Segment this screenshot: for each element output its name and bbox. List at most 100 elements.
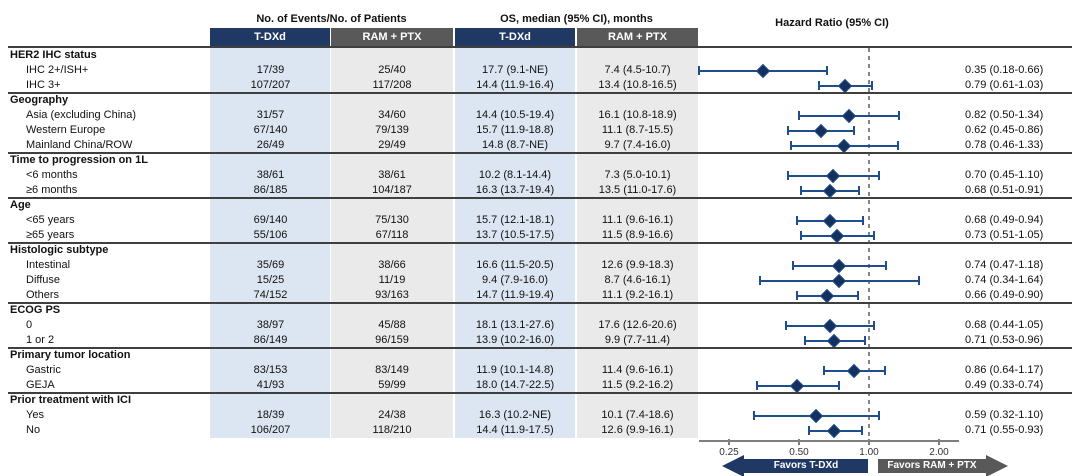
axis-tick [728, 439, 730, 445]
cell-os-tdxd: 14.8 (8.7-NE) [481, 139, 549, 151]
cell-events-tdxd: 55/106 [253, 229, 288, 241]
cell-os-tdxd: 13.7 (10.5-17.5) [475, 229, 555, 241]
cell-events-ram-ptx: 83/149 [375, 364, 409, 376]
cell-events-ram-ptx: 34/60 [378, 109, 406, 121]
cell-events-tdxd: 69/140 [253, 214, 288, 226]
cell-events-ram-ptx: 38/66 [378, 259, 406, 271]
ci-cap-right [877, 411, 880, 420]
cell-os-ram-ptx: 10.1 (7.4-18.6) [601, 409, 674, 421]
axis-tick-label: 0.25 [719, 447, 739, 458]
subgroup-header: Age [10, 199, 31, 211]
cell-os-ram-ptx: 11.5 (9.2-16.2) [601, 379, 674, 391]
cell-hr-text: 0.86 (0.64-1.17) [965, 364, 1044, 376]
ci-cap-right [870, 81, 873, 90]
cell-os-tdxd: 14.7 (11.9-19.4) [476, 289, 554, 301]
row-label: GEJA [26, 379, 55, 391]
cell-events-tdxd: 18/39 [256, 409, 285, 421]
subgroup-header: ECOG PS [10, 304, 61, 316]
cell-hr-text: 0.78 (0.46-1.33) [965, 139, 1044, 151]
cell-os-tdxd: 15.7 (11.9-18.8) [476, 124, 554, 136]
cell-events-tdxd: 86/185 [253, 184, 288, 196]
ci-cap-left [787, 171, 790, 180]
cell-events-ram-ptx: 24/38 [378, 409, 406, 421]
hr-diamond-marker [825, 168, 841, 183]
hr-diamond-marker [827, 333, 842, 348]
hr-axis-line [699, 440, 959, 442]
row-label: <6 months [26, 169, 78, 181]
row-label: Asia (excluding China) [26, 109, 137, 121]
ci-cap-left [785, 321, 788, 330]
cell-hr-text: 0.49 (0.33-0.74) [965, 379, 1044, 391]
section-divider [8, 92, 1072, 94]
os-tdxd-header: T-DXd [455, 28, 575, 47]
ci-cap-left [798, 111, 800, 120]
row-label: 1 or 2 [26, 334, 55, 346]
ci-cap-left [791, 261, 794, 270]
cell-os-ram-ptx: 11.1 (8.7-15.5) [601, 124, 674, 136]
cell-hr-text: 0.68 (0.44-1.05) [965, 319, 1044, 331]
cell-hr-text: 0.70 (0.45-1.10) [965, 169, 1044, 181]
cell-os-ram-ptx: 17.6 (12.6-20.6) [598, 319, 677, 331]
cell-events-ram-ptx: 45/88 [378, 319, 406, 331]
ci-cap-right [877, 171, 880, 180]
cell-events-tdxd: 31/57 [256, 109, 285, 121]
subgroup-header: Prior treatment with ICI [10, 394, 132, 406]
hr-diamond-marker [827, 423, 842, 438]
os-ram-ptx-header: RAM + PTX [577, 28, 698, 47]
cell-events-ram-ptx: 59/99 [378, 379, 406, 391]
axis-tick [868, 439, 870, 445]
cell-os-tdxd: 14.4 (11.9-16.4) [476, 79, 554, 91]
hr-diamond-marker [836, 138, 851, 153]
cell-events-tdxd: 86/149 [253, 334, 288, 346]
cell-os-ram-ptx: 13.4 (10.8-16.5) [598, 79, 677, 91]
ci-cap-left [822, 366, 825, 375]
ci-cap-left [752, 411, 755, 420]
cell-hr-text: 0.66 (0.49-0.90) [965, 289, 1044, 301]
ci-cap-left [799, 186, 802, 195]
subgroup-header: Time to progression on 1L [10, 154, 148, 166]
ci-cap-left [795, 291, 798, 300]
cell-os-ram-ptx: 7.4 (4.5-10.7) [604, 64, 671, 76]
cell-events-tdxd: 38/97 [256, 319, 285, 331]
cell-os-tdxd: 14.4 (11.9-17.5) [476, 424, 554, 436]
cell-os-ram-ptx: 11.4 (9.6-16.1) [601, 364, 674, 376]
cell-hr-text: 0.68 (0.51-0.91) [965, 184, 1044, 196]
events-ram-ptx-header: RAM + PTX [331, 28, 453, 47]
cell-events-ram-ptx: 11/19 [378, 274, 406, 286]
ci-cap-right [837, 381, 840, 390]
cell-os-tdxd: 18.0 (14.7-22.5) [475, 379, 555, 391]
cell-events-tdxd: 41/93 [256, 379, 285, 391]
hr-diamond-marker [822, 213, 838, 228]
section-divider [8, 242, 1072, 244]
cell-os-tdxd: 16.3 (13.7-19.4) [475, 184, 555, 196]
hr-diamond-marker [813, 123, 828, 138]
row-label: ≥6 months [26, 184, 78, 196]
cell-os-tdxd: 10.2 (8.1-14.4) [478, 169, 552, 181]
cell-hr-text: 0.74 (0.34-1.64) [965, 274, 1044, 286]
cell-events-ram-ptx: 38/61 [378, 169, 406, 181]
ci-cap-right [826, 66, 829, 75]
cell-os-ram-ptx: 11.1 (9.6-16.1) [601, 214, 674, 226]
ci-cap-left [799, 231, 802, 240]
cell-os-ram-ptx: 11.5 (8.9-16.6) [601, 229, 674, 241]
ci-cap-right [861, 216, 864, 225]
cell-events-ram-ptx: 29/49 [378, 139, 406, 151]
ci-cap-left [818, 81, 821, 90]
row-label: Diffuse [26, 274, 61, 286]
row-label: Yes [26, 409, 44, 421]
ci-cap-right [857, 291, 860, 300]
axis-tick-label: 1.00 [859, 447, 879, 458]
hr-diamond-marker [822, 318, 838, 333]
cell-hr-text: 0.59 (0.32-1.10) [965, 409, 1044, 421]
row-label: Mainland China/ROW [26, 139, 133, 151]
cell-os-ram-ptx: 9.7 (7.4-16.0) [604, 139, 671, 151]
hr-diamond-marker [846, 363, 861, 378]
events-column-title: No. of Events/No. of Patients [256, 13, 407, 25]
hr-diamond-marker [841, 108, 857, 123]
row-label: IHC 2+/ISH+ [26, 64, 89, 76]
cell-events-tdxd: 74/152 [253, 289, 288, 301]
hr-diamond-marker [831, 258, 846, 273]
cell-os-tdxd: 14.4 (10.5-19.4) [475, 109, 555, 121]
